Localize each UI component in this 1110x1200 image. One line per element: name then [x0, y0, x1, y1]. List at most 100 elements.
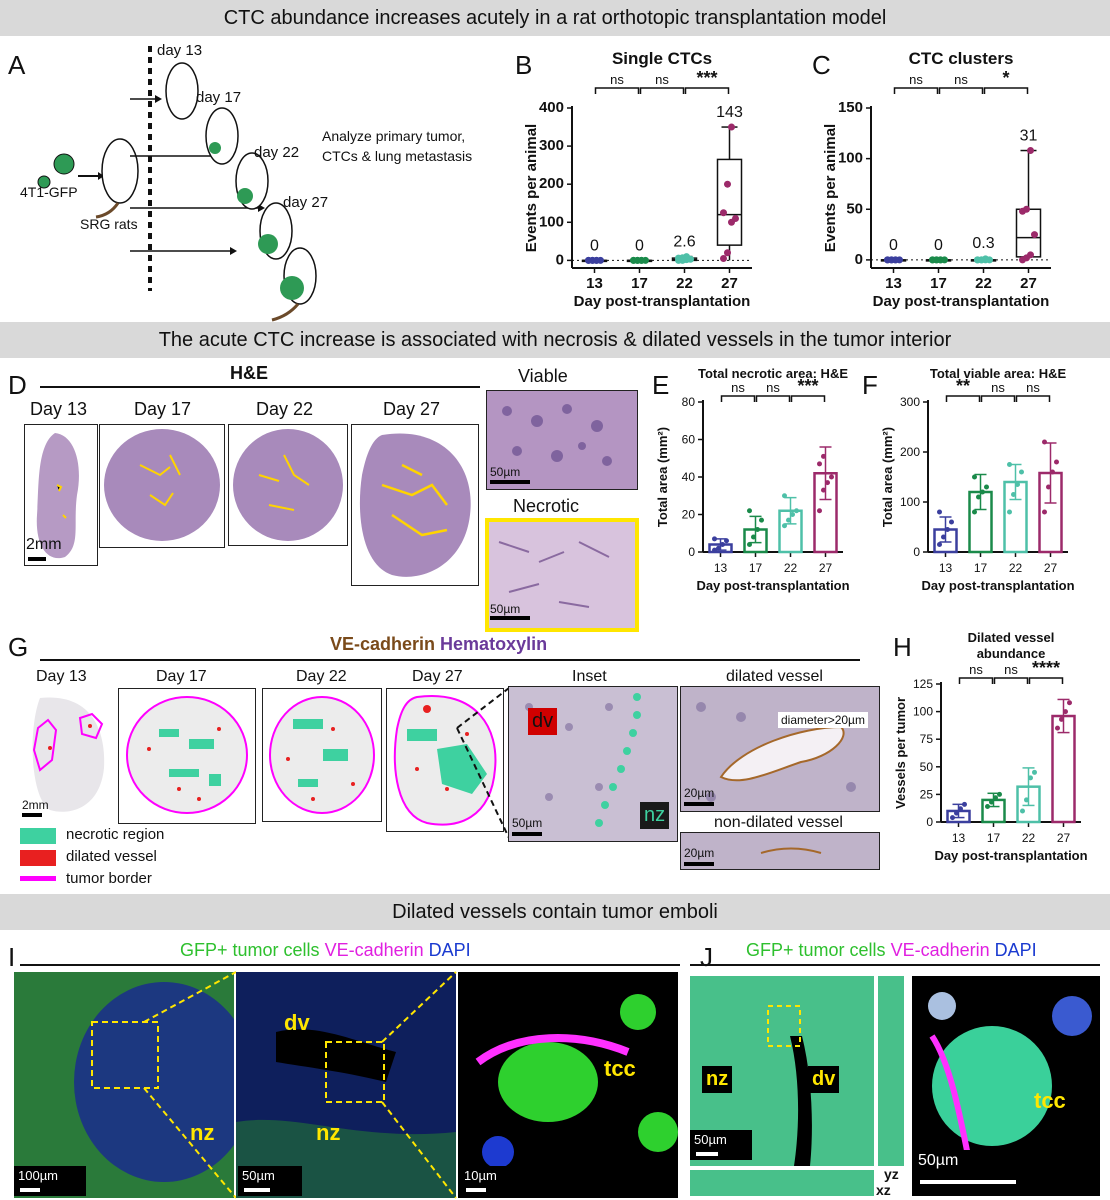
- i-image-overview: [14, 972, 234, 1198]
- data-point: [821, 487, 826, 493]
- y-tick-label: 0: [556, 251, 564, 268]
- data-point: [1063, 709, 1068, 715]
- x-tick-label: 13: [885, 275, 902, 292]
- analyze-line-2: CTCs & lung metastasis: [322, 148, 473, 164]
- i-scale-2-bar: [244, 1188, 270, 1192]
- box: [716, 158, 743, 246]
- data-point: [712, 536, 717, 542]
- sig-label: ns: [610, 72, 624, 87]
- x-axis-label: Day post-transplantation: [921, 578, 1074, 593]
- j-header-vecad: VE-cadherin: [890, 940, 990, 960]
- sig-label: ***: [696, 68, 717, 88]
- nondilated-scale-label: 20µm: [684, 846, 715, 860]
- legend-border-label: tumor border: [66, 870, 152, 887]
- j-nz-label: nz: [702, 1066, 733, 1093]
- g-image-day22: [262, 688, 382, 822]
- inset-scale-bar: [512, 832, 542, 836]
- data-point: [1067, 700, 1072, 706]
- mean-label: 0: [934, 237, 943, 254]
- sig-bracket: [893, 87, 939, 94]
- i-scale-2-label: 50µm: [242, 1168, 275, 1183]
- data-point: [1015, 482, 1020, 487]
- x-tick-label: 22: [784, 561, 798, 575]
- data-point: [949, 519, 954, 525]
- nondilated-scale-bar: [684, 862, 714, 866]
- panel-label-d: D: [8, 370, 27, 400]
- legend-necrotic-label: necrotic region: [66, 826, 165, 843]
- sig-bracket: [639, 87, 685, 94]
- i-image-zoom: [458, 972, 678, 1198]
- data-point: [985, 804, 990, 810]
- data-point: [1059, 716, 1064, 722]
- he-header-rule: [40, 386, 480, 388]
- x-tick-label: 27: [721, 275, 738, 292]
- y-tick-label: 0: [926, 815, 933, 829]
- chart-title-line-1: Dilated vessel: [968, 630, 1055, 645]
- sig-bracket: [993, 677, 1029, 684]
- data-point: [972, 474, 977, 480]
- g-day-22: Day 22: [296, 668, 347, 685]
- j-xz-label: xz: [876, 1182, 891, 1198]
- i-scale-3-label: 10µm: [464, 1168, 497, 1183]
- chart-necrotic-area: Total necrotic area: H&E 0 20 40 60 80 13 17 22 2…: [655, 366, 850, 593]
- data-point: [638, 256, 645, 264]
- sig-label: ns: [766, 380, 780, 395]
- data-point: [1027, 147, 1034, 155]
- x-tick-label: 13: [952, 831, 966, 845]
- x-tick-label: 27: [1057, 831, 1071, 845]
- g-header: VE-cadherin Hematoxylin: [330, 634, 547, 655]
- panel-label-j: J: [700, 942, 713, 972]
- data-point: [720, 254, 727, 262]
- y-tick-label: 100: [838, 150, 863, 167]
- i-nz-label-1: nz: [190, 1120, 215, 1145]
- j-header: GFP+ tumor cells VE-cadherin DAPI: [746, 940, 1037, 961]
- sig-label: ns: [909, 72, 923, 87]
- data-point: [683, 253, 690, 261]
- banner-middle: The acute CTC increase is associated wit…: [0, 322, 1110, 358]
- inset-title: Inset: [572, 668, 607, 685]
- data-point: [1028, 775, 1033, 781]
- i-dv-label: dv: [284, 1010, 310, 1035]
- j-scale-2-label: 50µm: [918, 1152, 959, 1169]
- viable-title: Viable: [518, 366, 568, 386]
- y-tick-label: 50: [846, 200, 863, 217]
- sig-bracket: [945, 395, 981, 402]
- y-axis-label: Total area (mm²): [880, 427, 895, 527]
- data-point: [1019, 469, 1024, 475]
- j-scale-2: 50µm: [914, 1150, 1032, 1194]
- y-tick-label: 60: [682, 433, 696, 447]
- data-point: [941, 534, 946, 540]
- y-tick-label: 80: [682, 395, 696, 409]
- data-point: [817, 461, 822, 467]
- g-day-13: Day 13: [36, 668, 87, 685]
- i-scale-3: 10µm: [460, 1166, 524, 1196]
- data-point: [712, 547, 717, 553]
- necrotic-scale-label: 50µm: [490, 602, 521, 616]
- y-tick-label: 150: [838, 99, 863, 116]
- x-axis-label: Day post-transplantation: [934, 848, 1087, 863]
- i-tcc-label: tcc: [604, 1056, 636, 1081]
- chart-title: Total necrotic area: H&E: [698, 366, 848, 381]
- legend-dilated-swatch: [20, 850, 56, 866]
- necrotic-scale-bar: [490, 616, 530, 620]
- panel-label-g: G: [8, 632, 29, 662]
- data-point: [790, 512, 795, 517]
- data-point: [593, 256, 600, 264]
- mean-label: 0: [590, 237, 599, 254]
- viable-scale-bar: [490, 480, 530, 484]
- inset-dv-label: dv: [528, 708, 558, 735]
- necrotic-image: [485, 518, 639, 632]
- j-scale-1-label: 50µm: [694, 1132, 727, 1147]
- y-tick-label: 0: [913, 545, 920, 559]
- j-scale-2-bar: [920, 1180, 1016, 1184]
- x-axis-label: Day post-transplantation: [574, 293, 751, 310]
- y-axis-label: Total area (mm²): [655, 427, 670, 527]
- chart-viable-area: Total viable area: H&E 0 100 200 300 13 17 22 27…: [880, 366, 1075, 593]
- data-point: [1011, 492, 1016, 497]
- mean-label: 2.6: [673, 234, 695, 251]
- data-point: [937, 542, 942, 547]
- i-header: GFP+ tumor cells VE-cadherin DAPI: [180, 940, 471, 961]
- d-day-17: Day 17: [134, 399, 192, 419]
